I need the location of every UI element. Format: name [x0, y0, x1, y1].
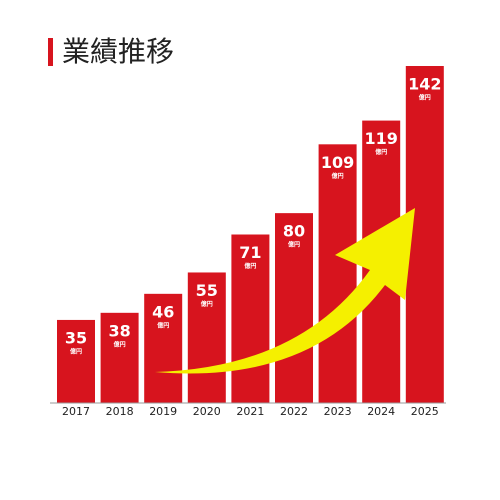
x-tick-label: 2020 [193, 405, 221, 418]
unit-label: 億円 [419, 94, 431, 102]
x-tick-label: 2023 [324, 405, 352, 418]
bar [144, 293, 183, 403]
bar [275, 213, 313, 403]
value-label: 35 [65, 328, 87, 347]
value-label: 109 [321, 153, 354, 172]
x-tick-label: 2022 [280, 405, 308, 418]
bar [318, 144, 357, 403]
value-label: 80 [283, 222, 305, 241]
x-tick-label: 2024 [367, 405, 395, 418]
x-tick-label: 2025 [411, 405, 439, 418]
value-label: 55 [196, 281, 218, 300]
x-tick-label: 2021 [236, 405, 264, 418]
unit-label: 億円 [288, 241, 300, 249]
x-tick-label: 2017 [62, 405, 90, 418]
unit-label: 億円 [70, 347, 82, 355]
unit-label: 億円 [114, 340, 126, 348]
value-label: 142 [408, 75, 441, 94]
value-label: 119 [364, 129, 397, 148]
bar [231, 234, 270, 403]
unit-label: 億円 [244, 262, 256, 270]
bar [100, 312, 139, 403]
value-label: 46 [152, 302, 174, 321]
unit-label: 億円 [375, 148, 387, 156]
unit-label: 億円 [157, 321, 169, 329]
title-marker [48, 38, 53, 66]
value-label: 71 [239, 243, 261, 262]
x-tick-label: 2019 [149, 405, 177, 418]
value-label: 38 [108, 321, 130, 340]
bar [187, 272, 226, 403]
unit-label: 億円 [332, 172, 344, 180]
unit-label: 億円 [201, 300, 213, 308]
x-tick-label: 2018 [106, 405, 134, 418]
bar [57, 319, 95, 403]
growth-arrow [155, 208, 415, 374]
chart-title: 業績推移 [62, 35, 174, 68]
bar [405, 66, 444, 403]
